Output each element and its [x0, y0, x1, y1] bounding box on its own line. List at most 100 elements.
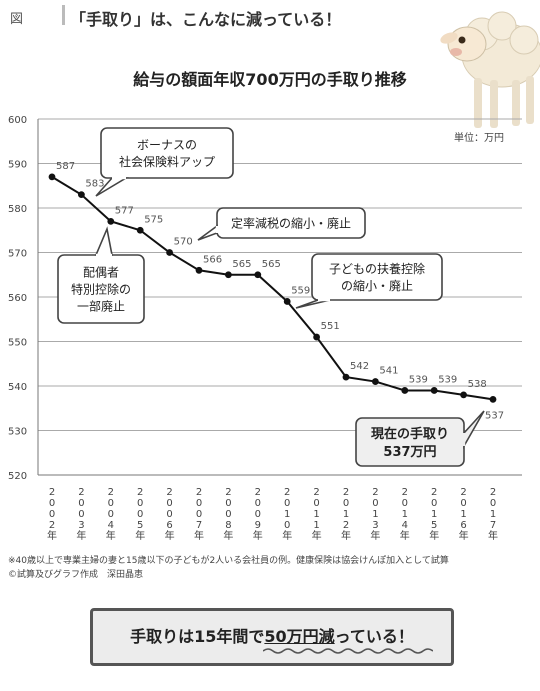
summary-box: 手取りは15年間で50万円減っている！: [90, 608, 454, 666]
x-tick-char: 6: [166, 520, 172, 531]
x-tick-char: 年: [400, 529, 410, 542]
annotation-text: 現在の手取り: [371, 426, 449, 442]
data-label: 538: [468, 379, 487, 390]
data-point: [283, 298, 291, 305]
annotation-callout: 現在の手取り 537万円: [355, 410, 485, 467]
data-label: 539: [438, 374, 457, 385]
x-tick-char: 2: [313, 487, 319, 498]
data-label: 575: [144, 214, 163, 225]
annotation-text: ボーナスの: [137, 138, 197, 152]
x-tick-char: 3: [372, 520, 378, 531]
x-tick-char: 0: [313, 498, 319, 509]
y-tick-label: 530: [8, 427, 27, 438]
x-tick-char: 年: [488, 529, 498, 542]
data-label: 583: [85, 179, 104, 190]
x-tick-char: 0: [49, 498, 55, 509]
header-accent-bar: [62, 5, 65, 25]
x-tick-char: 0: [460, 498, 466, 509]
y-tick-label: 520: [8, 471, 27, 482]
x-tick-char: 年: [47, 529, 57, 542]
x-tick-char: 0: [255, 498, 261, 509]
x-tick-char: 1: [313, 520, 319, 531]
x-tick-char: 年: [341, 529, 351, 542]
x-tick-char: 0: [490, 498, 496, 509]
wavy-underline: [263, 648, 433, 654]
summary-text: 手取りは15年間で50万円減っている！: [93, 623, 451, 647]
x-tick-char: 7: [490, 520, 496, 531]
x-tick-char: 0: [196, 498, 202, 509]
summary-highlight: 50万円減: [264, 627, 335, 646]
page-heading: 「手取り」は、こんなに減っている！: [70, 10, 342, 29]
x-tick-char: 年: [135, 529, 145, 542]
annotation-text: 定率減税の縮小・廃止: [231, 216, 351, 231]
x-tick-char: 2: [431, 487, 437, 498]
callout-tail: [197, 224, 218, 241]
x-tick-char: 0: [402, 498, 408, 509]
callout-tail: [463, 410, 485, 450]
x-tick-char: 2: [49, 487, 55, 498]
annotation-text: 537万円: [383, 445, 436, 460]
footnote-credit: ©試算及びグラフ作成 深田晶恵: [8, 570, 144, 580]
x-tick-char: 年: [76, 529, 86, 542]
x-tick-char: 8: [225, 520, 231, 531]
data-label: 587: [56, 161, 75, 172]
x-tick-char: 0: [108, 498, 114, 509]
annotation-callout: 定率減税の縮小・廃止: [197, 207, 366, 241]
x-tick-char: 0: [196, 509, 202, 520]
x-tick-char: 0: [225, 498, 231, 509]
x-tick-char: 0: [78, 509, 84, 520]
data-label: 570: [174, 237, 193, 248]
x-tick-char: 1: [313, 509, 319, 520]
y-tick-label: 590: [8, 160, 27, 171]
callout-box: [216, 207, 366, 239]
data-point: [166, 249, 174, 256]
x-tick-char: 1: [460, 509, 466, 520]
x-tick-char: 3: [78, 520, 84, 531]
data-label: 541: [379, 366, 398, 377]
x-tick-char: 年: [223, 529, 233, 542]
x-tick-char: 2: [284, 487, 290, 498]
data-label: 537: [485, 410, 504, 421]
sheep-illustration: [440, 11, 540, 128]
x-tick-char: 0: [372, 498, 378, 509]
data-label: 565: [262, 259, 281, 270]
x-tick-char: 2: [460, 487, 466, 498]
x-tick-char: 0: [166, 509, 172, 520]
data-label: 539: [409, 374, 428, 385]
data-point: [136, 226, 144, 234]
data-point: [313, 333, 320, 341]
callout-tail: [94, 226, 113, 256]
data-point: [430, 387, 438, 394]
annotation-text: 配偶者: [83, 266, 119, 280]
x-tick-char: 6: [460, 520, 466, 531]
data-point: [254, 271, 262, 279]
x-tick-char: 1: [284, 509, 290, 520]
x-tick-char: 2: [137, 487, 143, 498]
x-tick-char: 0: [284, 520, 290, 531]
callout-tail: [295, 299, 331, 309]
x-tick-char: 7: [196, 520, 202, 531]
footnote-assumptions: ※40歳以上で専業主婦の妻と15歳以下の子どもが2人いる会社員の例。健康保険は協…: [8, 556, 449, 566]
y-tick-label: 560: [8, 293, 27, 304]
x-tick-char: 年: [194, 529, 204, 542]
x-tick-char: 1: [431, 509, 437, 520]
annotation-text: の縮小・廃止: [341, 278, 413, 293]
x-tick-char: 2: [343, 487, 349, 498]
data-label: 542: [350, 361, 369, 372]
data-point: [489, 395, 497, 403]
x-tick-char: 1: [402, 509, 408, 520]
x-tick-char: 2: [225, 487, 231, 498]
